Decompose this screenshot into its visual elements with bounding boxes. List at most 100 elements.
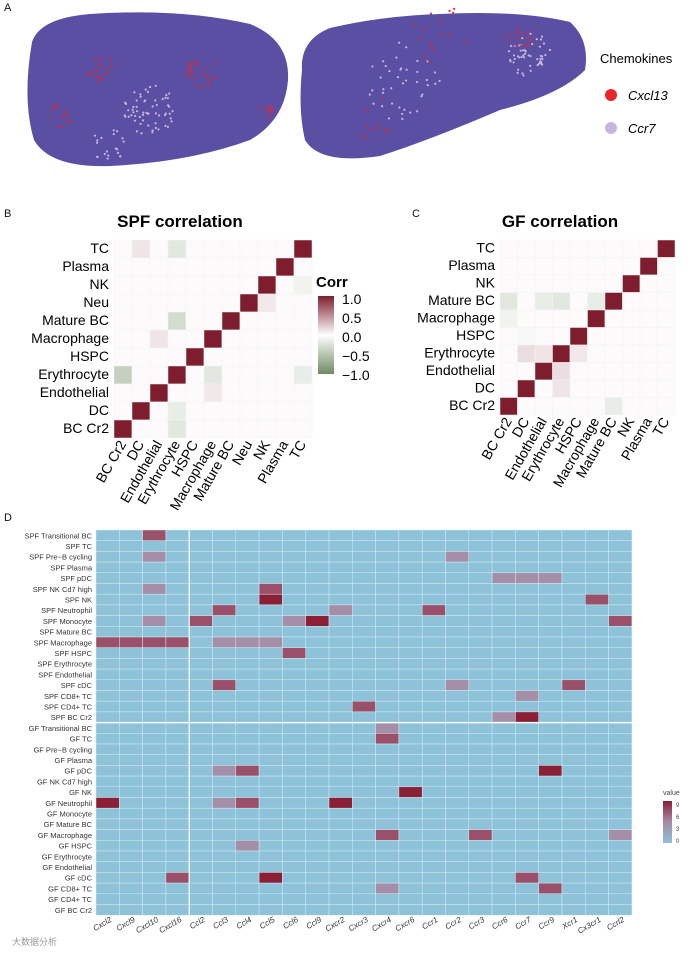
expression-cell [561, 861, 586, 873]
expression-cell [445, 572, 470, 584]
corr-cell [275, 419, 295, 439]
expression-cell [95, 529, 120, 541]
expression-cell [515, 722, 539, 734]
expression-cell [282, 797, 306, 809]
expression-cell [538, 700, 563, 713]
expression-cell [235, 711, 260, 723]
expression-cell [468, 551, 493, 563]
expression-cell [212, 818, 237, 830]
expression-cell [328, 636, 353, 648]
expression-cell [398, 765, 423, 777]
expression-cell [515, 593, 539, 606]
expression-cell [608, 765, 633, 777]
spatial-dot [195, 84, 198, 87]
expression-cell [282, 700, 306, 713]
spatial-dot [130, 114, 133, 117]
spatial-dot [133, 91, 136, 94]
expression-cell [258, 904, 283, 916]
spatial-dot [194, 60, 197, 63]
expression-cell [398, 872, 423, 884]
expression-cell [538, 583, 563, 595]
expression-cell [375, 882, 400, 895]
expression-cell [608, 679, 633, 691]
expression-cell [235, 840, 260, 852]
corr-cell [131, 311, 151, 331]
row-label: Endothelial [40, 384, 109, 400]
corr-cell [534, 379, 553, 398]
row-label: SPF TC [65, 542, 92, 551]
expression-cell [235, 551, 260, 563]
expression-cell [491, 711, 516, 723]
expression-cell [421, 690, 446, 702]
expression-cell [119, 658, 143, 670]
row-label: SPF BC Cr2 [51, 713, 92, 722]
expression-cell [328, 743, 353, 755]
spatial-dot [379, 76, 382, 79]
spatial-dot [448, 9, 451, 12]
expression-cell [328, 711, 353, 723]
expression-cell [421, 615, 446, 627]
spatial-dot [66, 121, 69, 124]
expression-cell [305, 690, 330, 702]
expression-cell [235, 743, 260, 755]
spatial-dot [98, 57, 101, 60]
spatial-dot [366, 136, 369, 139]
expression-cell [235, 572, 260, 584]
expression-cell [445, 882, 470, 895]
expression-cell [421, 647, 446, 659]
spatial-dot [401, 112, 404, 116]
expression-cell [561, 807, 586, 820]
expression-cell [445, 786, 470, 798]
corr-cell [203, 293, 223, 313]
expression-cell [445, 551, 470, 563]
expression-cell [538, 540, 563, 552]
expression-cell [398, 754, 423, 766]
corr-cell [604, 239, 623, 258]
expression-cell [165, 829, 190, 841]
spatial-dot [60, 115, 63, 119]
panel-label-d: D [4, 512, 12, 524]
spatial-dot [518, 37, 521, 40]
expression-cell [515, 797, 539, 809]
spatial-dot [100, 136, 103, 139]
spatial-dot [63, 110, 67, 113]
corr-cell [221, 239, 241, 259]
expression-cell [561, 626, 586, 638]
expression-cell [561, 658, 586, 670]
corr-cell [639, 397, 658, 416]
expression-cell [352, 626, 376, 638]
expression-cell [515, 572, 539, 584]
spatial-dot [186, 73, 190, 76]
row-label: SPF NK [65, 596, 92, 605]
corr-cell [604, 309, 623, 328]
expression-cell [328, 529, 353, 541]
corr-cell [604, 274, 623, 293]
expression-cell [561, 551, 586, 563]
expression-cell [421, 668, 446, 681]
expression-cell [258, 561, 283, 574]
expression-cell [445, 722, 470, 734]
expression-cell [515, 711, 539, 723]
spatial-dot [364, 125, 367, 128]
expression-cell [445, 743, 470, 755]
spatial-dot [529, 54, 532, 58]
expression-cell [445, 893, 470, 905]
spatial-dot [135, 99, 138, 102]
expression-cell [235, 722, 260, 734]
expression-cell [95, 807, 120, 820]
expression-cell [398, 540, 423, 552]
spatial-dot [433, 71, 437, 74]
expression-cell [258, 893, 283, 905]
expression-cell [142, 593, 167, 606]
expression-cell [491, 668, 516, 681]
corr-cell [552, 327, 571, 346]
expression-cell [608, 593, 633, 606]
spatial-dot [142, 111, 145, 114]
corr-cell [499, 397, 518, 416]
expression-cell [468, 797, 493, 809]
expression-cell [142, 861, 167, 873]
expression-cell [328, 551, 353, 563]
expression-cell [119, 572, 143, 584]
spatial-dot [396, 76, 400, 79]
row-label: SPF cDC [61, 681, 93, 690]
